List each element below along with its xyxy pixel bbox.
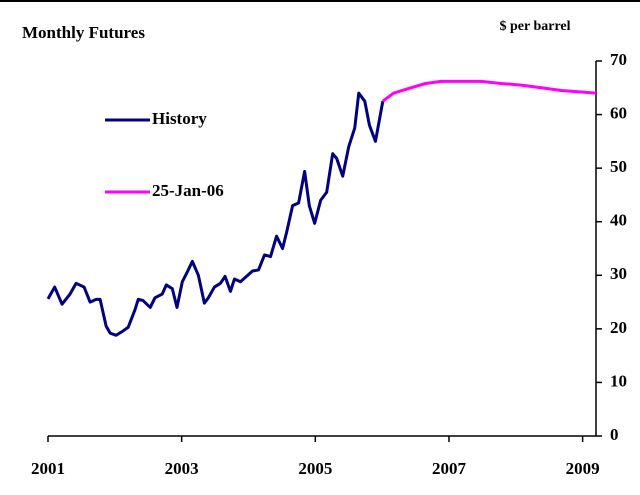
x-tick-label: 2009 [566, 459, 600, 478]
series-line [46, 91, 385, 337]
x-tick-label: 2001 [31, 459, 65, 478]
y-tick-label: 70 [610, 50, 627, 69]
legend-label: 25-Jan-06 [152, 181, 224, 200]
y-tick-label: 20 [610, 318, 627, 337]
chart-title: Monthly Futures [22, 23, 145, 42]
y-tick-label: 40 [610, 211, 627, 230]
y-axis-label: $ per barrel [499, 19, 570, 34]
y-tick-label: 10 [610, 371, 627, 390]
x-tick-label: 2003 [165, 459, 199, 478]
series-line [381, 79, 597, 103]
y-tick-label: 30 [610, 264, 627, 283]
y-tick-label: 60 [610, 103, 627, 122]
y-tick-label: 50 [610, 157, 627, 176]
x-tick-label: 2005 [298, 459, 332, 478]
x-tick-label: 2007 [432, 459, 467, 478]
legend-label: History [152, 109, 207, 128]
y-tick-label: 0 [610, 425, 619, 444]
